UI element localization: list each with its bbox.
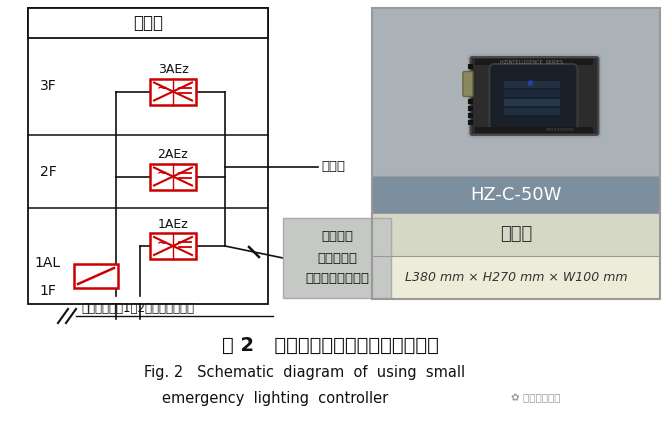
Bar [502, 79, 562, 117]
Text: 1AEz: 1AEz [157, 218, 188, 230]
FancyBboxPatch shape [489, 64, 578, 130]
Bar [28, 8, 268, 38]
Text: 小型应急
照明控制器
（设置在值班室）: 小型应急 照明控制器 （设置在值班室） [305, 230, 369, 286]
Text: HZINTELLIGENCE  SERIES: HZINTELLIGENCE SERIES [500, 60, 563, 64]
Bar [372, 176, 660, 213]
Bar [28, 8, 268, 304]
Bar [372, 8, 660, 299]
Bar [372, 256, 660, 299]
Text: 1AL: 1AL [35, 256, 61, 270]
Bar [74, 264, 118, 288]
Text: ✿ 建筑电气杂志: ✿ 建筑电气杂志 [511, 393, 561, 403]
Text: 2AEz: 2AEz [157, 148, 188, 161]
Text: 通信线: 通信线 [321, 160, 345, 173]
Bar [468, 120, 474, 125]
Text: HZ-C-50W: HZ-C-50W [470, 185, 561, 203]
Text: ~: ~ [156, 236, 167, 250]
Bar [505, 90, 560, 97]
Bar [150, 79, 196, 105]
Text: ~: ~ [156, 167, 167, 180]
FancyBboxPatch shape [468, 54, 602, 138]
Text: ~: ~ [156, 82, 167, 95]
Bar [476, 127, 594, 133]
Bar [150, 163, 196, 190]
Text: 3F: 3F [40, 79, 56, 94]
Bar [283, 218, 391, 298]
Bar [468, 85, 474, 90]
Text: Fig. 2   Schematic  diagram  of  using  small: Fig. 2 Schematic diagram of using small [145, 365, 466, 380]
Text: 壁挂式: 壁挂式 [500, 226, 532, 244]
Bar [468, 99, 474, 104]
Text: 1F: 1F [40, 284, 56, 298]
Text: 3AEz: 3AEz [157, 63, 188, 76]
FancyBboxPatch shape [463, 72, 473, 97]
Bar [372, 8, 660, 176]
Bar [468, 113, 474, 118]
Bar [505, 108, 560, 115]
Bar [372, 213, 660, 256]
Text: 2F: 2F [40, 164, 56, 178]
Text: XXXXXXXXXX: XXXXXXXXXX [545, 128, 574, 132]
Text: 强电井: 强电井 [133, 14, 163, 32]
FancyBboxPatch shape [470, 57, 598, 135]
Text: L380 mm × H270 mm × W100 mm: L380 mm × H270 mm × W100 mm [405, 271, 627, 284]
Bar [476, 59, 594, 65]
Circle shape [529, 81, 533, 85]
Text: 引自总配电箱1，2（常用、备用）: 引自总配电箱1，2（常用、备用） [81, 302, 194, 314]
Bar [468, 92, 474, 97]
Text: emergency  lighting  controller: emergency lighting controller [162, 390, 388, 405]
Text: 图 2   采用小型应急照明控制器示意图: 图 2 采用小型应急照明控制器示意图 [222, 335, 438, 354]
Bar [468, 64, 474, 69]
Bar [468, 71, 474, 76]
Bar [505, 99, 560, 106]
Bar [150, 233, 196, 259]
Bar [468, 106, 474, 111]
Bar [468, 78, 474, 83]
Bar [505, 81, 560, 88]
